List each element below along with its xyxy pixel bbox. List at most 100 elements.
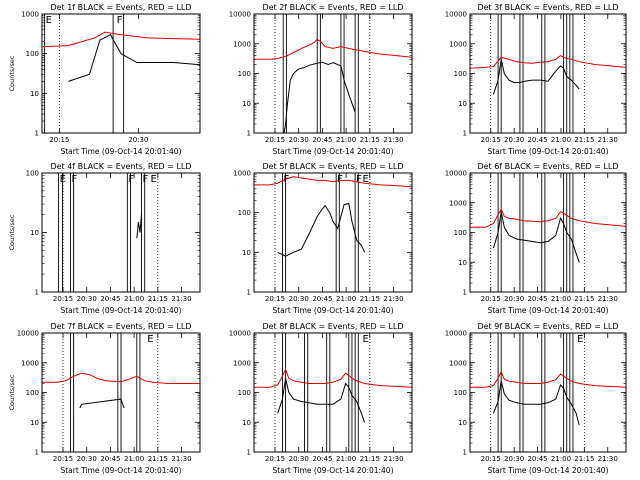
y-tick-label: 10000 <box>445 11 467 19</box>
x-axis-label: Start Time (09-Oct-14 20:01:40) <box>60 466 181 475</box>
x-tick-label: 21:00 <box>124 295 144 303</box>
y-tick-label: 10 <box>30 229 39 237</box>
lld-series-line <box>42 372 200 384</box>
x-axis-label: Start Time (09-Oct-14 20:01:40) <box>60 306 181 315</box>
chart-panel-5: Det 5f BLACK = Events, RED = LLD Start Ti… <box>233 162 413 315</box>
x-tick-label: 20:15 <box>53 295 73 303</box>
y-axis-label: Counts/sec <box>8 374 16 410</box>
x-tick-label: 20:30 <box>504 455 524 463</box>
y-tick-label: 1 <box>35 449 39 457</box>
interval-marker-label: F <box>356 174 362 185</box>
y-tick-label: 10 <box>458 100 467 108</box>
x-tick-label: 20:15 <box>265 295 285 303</box>
events-series-line <box>492 380 580 426</box>
chart-panel-2: Det 2f BLACK = Events, RED = LLD Start Ti… <box>229 3 413 156</box>
x-tick-label: 21:15 <box>360 455 380 463</box>
y-tick-label: 100 <box>454 70 467 78</box>
y-tick-label: 1 <box>463 130 467 138</box>
x-tick-label: 20:45 <box>527 136 547 144</box>
x-axis-label: Start Time (09-Oct-14 20:01:40) <box>272 466 393 475</box>
y-tick-label: 10 <box>30 419 39 427</box>
interval-marker-label: F <box>71 174 77 185</box>
interval-marker-label: F <box>128 174 134 185</box>
interval-marker-label: E <box>362 334 368 345</box>
x-tick-label: 20:45 <box>100 295 120 303</box>
x-tick-label: 20:45 <box>312 136 332 144</box>
y-tick-label: 1 <box>463 289 467 297</box>
y-tick-label: 10 <box>242 419 251 427</box>
chart-title: Det 5f BLACK = Events, RED = LLD <box>262 162 403 171</box>
x-axis-label: Start Time (09-Oct-14 20:01:40) <box>487 306 608 315</box>
lld-series-line <box>470 208 626 228</box>
y-tick-label: 10000 <box>445 330 467 338</box>
x-tick-label: 20:15 <box>481 455 501 463</box>
y-tick-label: 10 <box>30 90 39 98</box>
chart-title: Det 1f BLACK = Events, RED = LLD <box>50 3 191 12</box>
lld-series-line <box>254 38 412 60</box>
y-tick-label: 1 <box>463 449 467 457</box>
chart-panel-3: Det 3f BLACK = Events, RED = LLD Start Ti… <box>445 3 627 156</box>
plot-area: E <box>42 333 200 452</box>
x-tick-label: 21:30 <box>383 136 403 144</box>
x-tick-label: 21:00 <box>336 455 356 463</box>
x-tick-label: 21:00 <box>336 295 356 303</box>
x-tick-label: 21:00 <box>124 455 144 463</box>
x-tick-label: 20:15 <box>265 455 285 463</box>
lld-series-line <box>42 31 200 48</box>
x-tick-label: 20:45 <box>527 455 547 463</box>
plot-area <box>470 14 626 133</box>
x-axis-label: Start Time (09-Oct-14 20:01:40) <box>60 147 181 156</box>
x-axis-label: Start Time (09-Oct-14 20:01:40) <box>487 466 608 475</box>
lld-series-line <box>254 176 412 188</box>
chart-panel-4: Det 4f BLACK = Events, RED = LLD Start Ti… <box>8 162 201 315</box>
y-tick-label: 100 <box>454 389 467 397</box>
x-tick-label: 21:00 <box>551 455 571 463</box>
x-tick-label: 21:30 <box>598 455 618 463</box>
y-tick-label: 1 <box>247 289 251 297</box>
chart-title: Det 9f BLACK = Events, RED = LLD <box>477 322 618 331</box>
x-tick-label: 21:15 <box>574 295 594 303</box>
x-tick-label: 21:15 <box>574 136 594 144</box>
y-tick-label: 1000 <box>449 40 467 48</box>
y-tick-label: 100 <box>238 209 251 217</box>
y-axis-label: Counts/sec <box>8 214 16 250</box>
y-tick-label: 100 <box>26 50 39 58</box>
interval-marker-label: E <box>147 334 153 345</box>
y-tick-label: 100 <box>26 170 39 178</box>
events-series-line <box>283 61 356 133</box>
events-series-line <box>68 34 200 82</box>
y-tick-label: 1000 <box>233 40 251 48</box>
interval-marker-label: F <box>337 174 343 185</box>
events-series-line <box>492 59 580 95</box>
interval-marker-label: E <box>362 174 368 185</box>
events-series-line <box>277 202 366 257</box>
x-tick-label: 20:30 <box>77 455 97 463</box>
interval-marker-label: E <box>46 15 52 26</box>
chart-title: Det 7f BLACK = Events, RED = LLD <box>50 322 191 331</box>
x-tick-label: 20:15 <box>481 295 501 303</box>
y-tick-label: 1000 <box>21 359 39 367</box>
chart-panel-8: Det 8f BLACK = Events, RED = LLD Start Ti… <box>229 322 413 475</box>
x-tick-label: 20:15 <box>265 136 285 144</box>
x-tick-label: 21:15 <box>148 455 168 463</box>
y-tick-label: 100 <box>238 70 251 78</box>
chart-title: Det 4f BLACK = Events, RED = LLD <box>50 162 191 171</box>
y-tick-label: 10 <box>458 259 467 267</box>
plot-area: E <box>470 333 626 452</box>
lld-series-line <box>470 370 626 388</box>
x-tick-label: 21:15 <box>360 295 380 303</box>
x-tick-label: 21:30 <box>171 455 191 463</box>
x-tick-label: 21:30 <box>383 455 403 463</box>
x-tick-label: 21:30 <box>171 295 191 303</box>
lld-series-line <box>254 368 412 388</box>
plot-frame <box>469 332 627 453</box>
interval-marker-label: E <box>150 174 156 185</box>
x-tick-label: 21:15 <box>360 136 380 144</box>
y-tick-label: 100 <box>26 389 39 397</box>
chart-panel-1: Det 1f BLACK = Events, RED = LLD Start Ti… <box>8 3 201 156</box>
x-tick-label: 20:45 <box>527 295 547 303</box>
x-tick-label: 20:30 <box>504 295 524 303</box>
